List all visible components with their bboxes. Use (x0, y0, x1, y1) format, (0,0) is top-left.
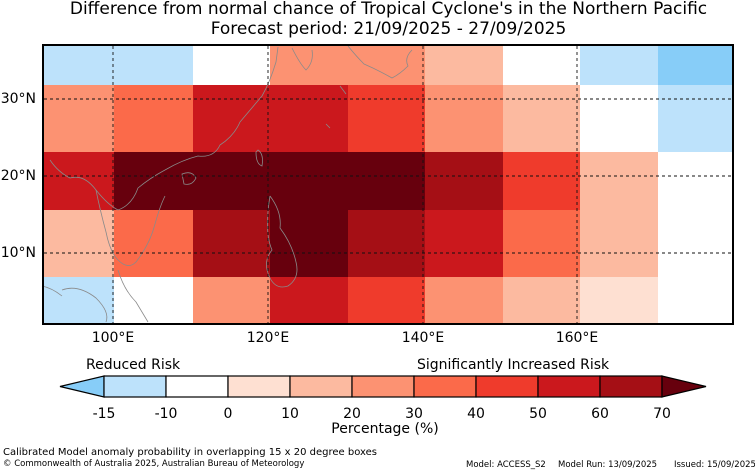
grid-cell (658, 45, 734, 86)
colorbar-extend-low (59, 375, 105, 398)
grid-cell (580, 45, 659, 86)
grid-cell (658, 152, 734, 211)
grid-cell (503, 210, 581, 278)
grid-cell (503, 152, 581, 211)
grid-cell (43, 277, 115, 325)
grid-cell (580, 210, 659, 278)
colorbar-tick: 20 (343, 406, 361, 422)
lat-label-30n: 30°N (0, 91, 36, 107)
colorbar-swatch (351, 375, 415, 398)
colorbar-swatch (103, 375, 167, 398)
lon-label-140e: 140°E (401, 330, 445, 346)
grid-cell (425, 152, 504, 211)
lon-label-100e: 100°E (91, 330, 135, 346)
grid-cell (270, 210, 349, 278)
probability-grid (43, 45, 734, 325)
coastline-asia (49, 46, 279, 211)
grid-cell (348, 210, 426, 278)
colorbar-swatch (599, 375, 663, 398)
lat-label-20n: 20°N (0, 168, 36, 184)
grid-cell (580, 277, 659, 325)
grid-cell (43, 45, 115, 86)
footer-copyright: © Commonwealth of Australia 2025, Austra… (3, 459, 305, 469)
increased-risk-label: Significantly Increased Risk (417, 357, 610, 373)
grid-cell (114, 210, 194, 278)
lat-label-10n: 10°N (0, 245, 36, 261)
footer-model-run: Model Run: 13/09/2025 (558, 460, 658, 470)
grid-cell (503, 277, 581, 325)
colorbar-extend-high (661, 375, 707, 398)
colorbar-tick: 70 (653, 406, 671, 422)
coastline-malay (117, 269, 149, 323)
reduced-risk-label: Reduced Risk (86, 357, 181, 373)
grid-cell (425, 45, 504, 86)
grid-cell (114, 45, 194, 86)
coastline-philippines (266, 195, 298, 288)
grid-cell (193, 277, 271, 325)
grid-cell (114, 152, 194, 211)
colorbar-swatch (289, 375, 353, 398)
grid-cell (348, 277, 426, 325)
map-title: Difference from normal chance of Tropica… (69, 0, 708, 19)
colorbar-tick: 60 (591, 406, 609, 422)
lon-label-160e: 160°E (555, 330, 599, 346)
coastline (41, 45, 413, 323)
grid-cell (425, 210, 504, 278)
grid-cell (503, 85, 581, 153)
colorbar-swatch (227, 375, 291, 398)
colorbar-tick: 40 (467, 406, 485, 422)
grid-cell (503, 45, 581, 86)
colorbar-tick: 50 (529, 406, 547, 422)
footer-issued: Issued: 15/09/2025 (674, 460, 755, 470)
coastline-hainan (181, 172, 197, 185)
coastline-japan (325, 45, 413, 129)
grid-cell (580, 85, 659, 153)
coastline-indochina (95, 189, 166, 266)
colorbar-tick: 0 (223, 406, 233, 422)
grid-cell (658, 277, 734, 325)
grid-cell (114, 85, 194, 153)
footer-note: Calibrated Model anomaly probability in … (3, 447, 378, 458)
grid-cell (270, 85, 349, 153)
coastline-korea (291, 47, 313, 71)
grid-cell (193, 45, 271, 86)
colorbar-tick: -15 (92, 406, 116, 422)
grid-cell (580, 152, 659, 211)
grid-cell (425, 85, 504, 153)
colorbar-tick: -10 (154, 406, 178, 422)
lon-label-120e: 120°E (246, 330, 290, 346)
grid-cell (658, 85, 734, 153)
grid-cell (348, 152, 426, 211)
footer-model: Model: ACCESS_S2 (466, 460, 546, 470)
colorbar-swatch (413, 375, 477, 398)
grid-cell (193, 85, 271, 153)
colorbar (59, 375, 707, 398)
colorbar-swatch (165, 375, 229, 398)
colorbar-unit-label: Percentage (%) (331, 421, 439, 437)
colorbar-swatch (475, 375, 539, 398)
grid-cell (348, 85, 426, 153)
grid-cell (193, 210, 271, 278)
lat-lon-gridlines (44, 46, 732, 323)
grid-cell (43, 210, 115, 278)
grid-cell (193, 152, 271, 211)
coastline-taiwan (255, 149, 263, 167)
map-frame (42, 44, 734, 325)
grid-cell (43, 85, 115, 153)
grid-cell (43, 152, 115, 211)
colorbar-tick: 10 (281, 406, 299, 422)
grid-cell (270, 152, 349, 211)
grid-cell (270, 277, 349, 325)
forecast-period: Forecast period: 21/09/2025 - 27/09/2025 (210, 19, 567, 39)
grid-cell (425, 277, 504, 325)
grid-cell (114, 277, 194, 325)
grid-cell (658, 210, 734, 278)
colorbar-swatch (537, 375, 601, 398)
grid-cell (348, 45, 426, 86)
colorbar-tick: 30 (405, 406, 423, 422)
